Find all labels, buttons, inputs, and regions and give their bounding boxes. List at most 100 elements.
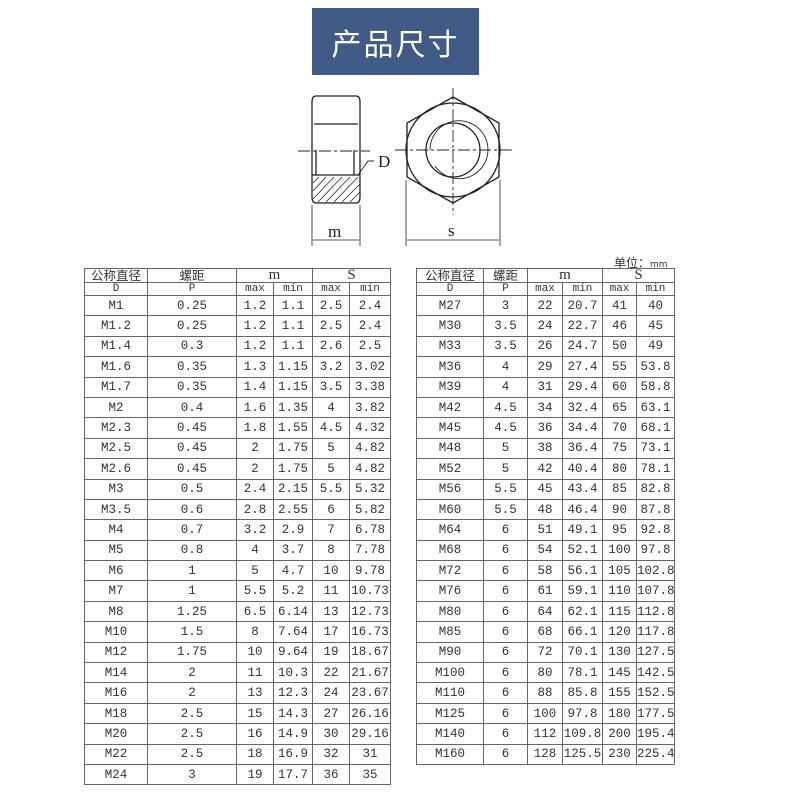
cell-m-max: 22 bbox=[527, 294, 563, 317]
cell-m-min: 2.9 bbox=[272, 519, 314, 541]
cell-s-min: 10.73 bbox=[349, 580, 392, 602]
cell-m-max: 5 bbox=[236, 560, 274, 582]
cell-pitch: 3 bbox=[483, 294, 528, 317]
cell-s-max: 80 bbox=[602, 458, 638, 480]
header-pitch: 螺距 bbox=[147, 268, 237, 283]
cell-s-max: 110 bbox=[602, 580, 638, 602]
cell-s-min: 5.82 bbox=[349, 498, 392, 521]
cell-s-max: 5 bbox=[312, 437, 351, 460]
cell-s-max: 145 bbox=[602, 662, 638, 684]
table-row: M85 6 68 66.1 120 117.8 bbox=[416, 621, 676, 643]
cell-m-max: 1.3 bbox=[236, 356, 274, 378]
header-m: m bbox=[526, 268, 604, 283]
cell-m-min: 59.1 bbox=[561, 580, 604, 602]
cell-m-max: 45 bbox=[527, 478, 563, 500]
cell-pitch: 0.4 bbox=[147, 396, 237, 419]
cell-s-min: 102.8 bbox=[636, 560, 676, 582]
cell-pitch: 5 bbox=[483, 437, 528, 460]
cell-nominal-diameter: M16 bbox=[84, 682, 148, 704]
page-title: 产品尺寸 bbox=[312, 8, 479, 75]
cell-m-min: 2.15 bbox=[272, 478, 314, 500]
header-p: P bbox=[483, 282, 528, 296]
cell-s-max: 36 bbox=[312, 763, 351, 786]
cell-s-max: 4 bbox=[312, 396, 351, 419]
cell-m-max: 61 bbox=[527, 580, 563, 602]
cell-s-min: 58.8 bbox=[636, 376, 676, 398]
table-row: M45 4.5 36 34.4 70 68.1 bbox=[416, 417, 676, 439]
cell-pitch: 6 bbox=[483, 519, 528, 541]
cell-pitch: 2.5 bbox=[147, 702, 237, 725]
cell-pitch: 6 bbox=[483, 743, 528, 765]
cell-nominal-diameter: M45 bbox=[416, 417, 484, 439]
cell-m-max: 3.2 bbox=[236, 519, 274, 541]
cell-s-max: 85 bbox=[602, 478, 638, 500]
cell-m-min: 6.14 bbox=[272, 600, 314, 623]
table-row: M12 1.75 10 9.64 19 18.67 bbox=[84, 641, 392, 664]
cell-s-max: 155 bbox=[602, 682, 638, 704]
cell-pitch: 5.5 bbox=[483, 478, 528, 500]
cell-s-min: 152.5 bbox=[636, 682, 676, 704]
cell-m-min: 4.7 bbox=[272, 560, 314, 582]
cell-m-min: 32.4 bbox=[561, 396, 604, 419]
cell-m-max: 58 bbox=[527, 560, 563, 582]
cell-s-max: 30 bbox=[312, 723, 351, 745]
cell-m-min: 1.1 bbox=[272, 294, 314, 317]
cell-s-max: 100 bbox=[602, 539, 638, 562]
table-row: M20 2.5 16 14.9 30 29.16 bbox=[84, 723, 392, 745]
cell-nominal-diameter: M22 bbox=[84, 743, 148, 765]
cell-nominal-diameter: M14 bbox=[84, 662, 148, 684]
cell-m-min: 46.4 bbox=[561, 498, 604, 521]
cell-s-min: 92.8 bbox=[636, 519, 676, 541]
cell-m-max: 19 bbox=[236, 763, 274, 786]
cell-s-min: 53.8 bbox=[636, 356, 676, 378]
cell-m-min: 1.15 bbox=[272, 356, 314, 378]
cell-nominal-diameter: M60 bbox=[416, 498, 484, 521]
cell-m-min: 66.1 bbox=[561, 621, 604, 643]
header-pitch: 螺距 bbox=[483, 268, 528, 283]
table-row: M5 0.8 4 3.7 8 7.78 bbox=[84, 539, 392, 562]
cell-m-max: 8 bbox=[236, 621, 274, 643]
cell-s-max: 4.5 bbox=[312, 417, 351, 439]
cell-s-min: 12.73 bbox=[349, 600, 392, 623]
cell-pitch: 6 bbox=[483, 580, 528, 602]
cell-pitch: 0.35 bbox=[147, 356, 237, 378]
cell-s-min: 4.82 bbox=[349, 437, 392, 460]
cell-m-min: 62.1 bbox=[561, 600, 604, 623]
cell-pitch: 0.25 bbox=[147, 294, 237, 317]
header-s-min: min bbox=[636, 282, 676, 296]
cell-s-min: 97.8 bbox=[636, 539, 676, 562]
table-row: M110 6 88 85.8 155 152.5 bbox=[416, 682, 676, 704]
cell-s-max: 3.5 bbox=[312, 376, 351, 398]
cell-nominal-diameter: M125 bbox=[416, 702, 484, 725]
cell-m-min: 1.1 bbox=[272, 335, 314, 358]
table-row: M16 2 13 12.3 24 23.67 bbox=[84, 682, 392, 704]
cell-nominal-diameter: M39 bbox=[416, 376, 484, 398]
table-row: M2.6 0.45 2 1.75 5 4.82 bbox=[84, 458, 392, 480]
cell-pitch: 6 bbox=[483, 662, 528, 684]
cell-s-min: 3.82 bbox=[349, 396, 392, 419]
cell-s-min: 6.78 bbox=[349, 519, 392, 541]
cell-nominal-diameter: M8 bbox=[84, 600, 148, 623]
cell-pitch: 6 bbox=[483, 621, 528, 643]
cell-s-min: 63.1 bbox=[636, 396, 676, 419]
cell-pitch: 1 bbox=[147, 580, 237, 602]
cell-nominal-diameter: M1.2 bbox=[84, 315, 148, 337]
table-row: M10 1.5 8 7.64 17 16.73 bbox=[84, 621, 392, 643]
table-row: M140 6 112 109.8 200 195.4 bbox=[416, 723, 676, 745]
cell-s-max: 130 bbox=[602, 641, 638, 664]
table-row: M39 4 31 29.4 60 58.8 bbox=[416, 376, 676, 398]
header-nominal: 公称直径 bbox=[84, 268, 148, 283]
cell-s-max: 17 bbox=[312, 621, 351, 643]
cell-nominal-diameter: M12 bbox=[84, 641, 148, 664]
cell-m-max: 36 bbox=[527, 417, 563, 439]
cell-m-min: 10.3 bbox=[272, 662, 314, 684]
cell-pitch: 6 bbox=[483, 560, 528, 582]
cell-s-max: 180 bbox=[602, 702, 638, 725]
table-row: M2 0.4 1.6 1.35 4 3.82 bbox=[84, 396, 392, 419]
table-row: M27 3 22 20.7 41 40 bbox=[416, 294, 676, 317]
cell-s-min: 26.16 bbox=[349, 702, 392, 725]
hex-nut-drawing: D m s bbox=[298, 88, 512, 246]
cell-s-min: 35 bbox=[349, 763, 392, 786]
cell-s-min: 87.8 bbox=[636, 498, 676, 521]
cell-s-min: 7.78 bbox=[349, 539, 392, 562]
